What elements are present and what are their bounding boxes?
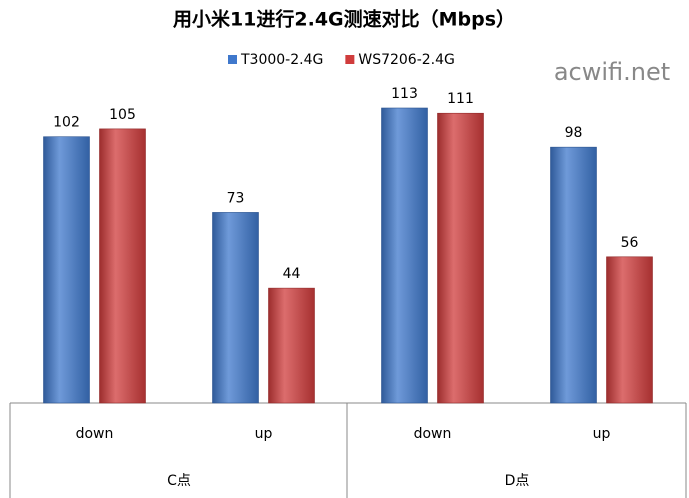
bar xyxy=(268,287,315,404)
x-tick-label: down xyxy=(76,426,114,442)
data-label: 105 xyxy=(109,107,136,123)
x-tick-label: up xyxy=(255,426,273,442)
x-tick-label: down xyxy=(414,426,452,442)
bar xyxy=(550,146,597,404)
data-label: 56 xyxy=(621,235,639,251)
bar xyxy=(437,112,484,404)
group-label: C点 xyxy=(167,473,191,489)
legend-swatch xyxy=(228,55,237,64)
bar xyxy=(381,107,428,404)
data-label: 111 xyxy=(447,91,474,107)
data-label: 44 xyxy=(283,266,301,282)
data-label: 98 xyxy=(565,125,583,141)
x-tick-label: up xyxy=(593,426,611,442)
bar xyxy=(43,136,90,404)
data-label: 102 xyxy=(53,115,80,131)
chart-title: 用小米11进行2.4G测速对比（Mbps） xyxy=(173,8,515,31)
group-label: D点 xyxy=(505,473,530,489)
data-label: 113 xyxy=(391,86,418,102)
legend-label: WS7206-2.4G xyxy=(358,52,455,68)
bar xyxy=(99,128,146,404)
data-label: 73 xyxy=(227,190,245,206)
watermark: acwifi.net xyxy=(554,58,670,86)
legend-label: T3000-2.4G xyxy=(240,52,323,68)
bar xyxy=(212,212,259,404)
legend-swatch xyxy=(345,55,355,64)
bar xyxy=(606,256,653,404)
